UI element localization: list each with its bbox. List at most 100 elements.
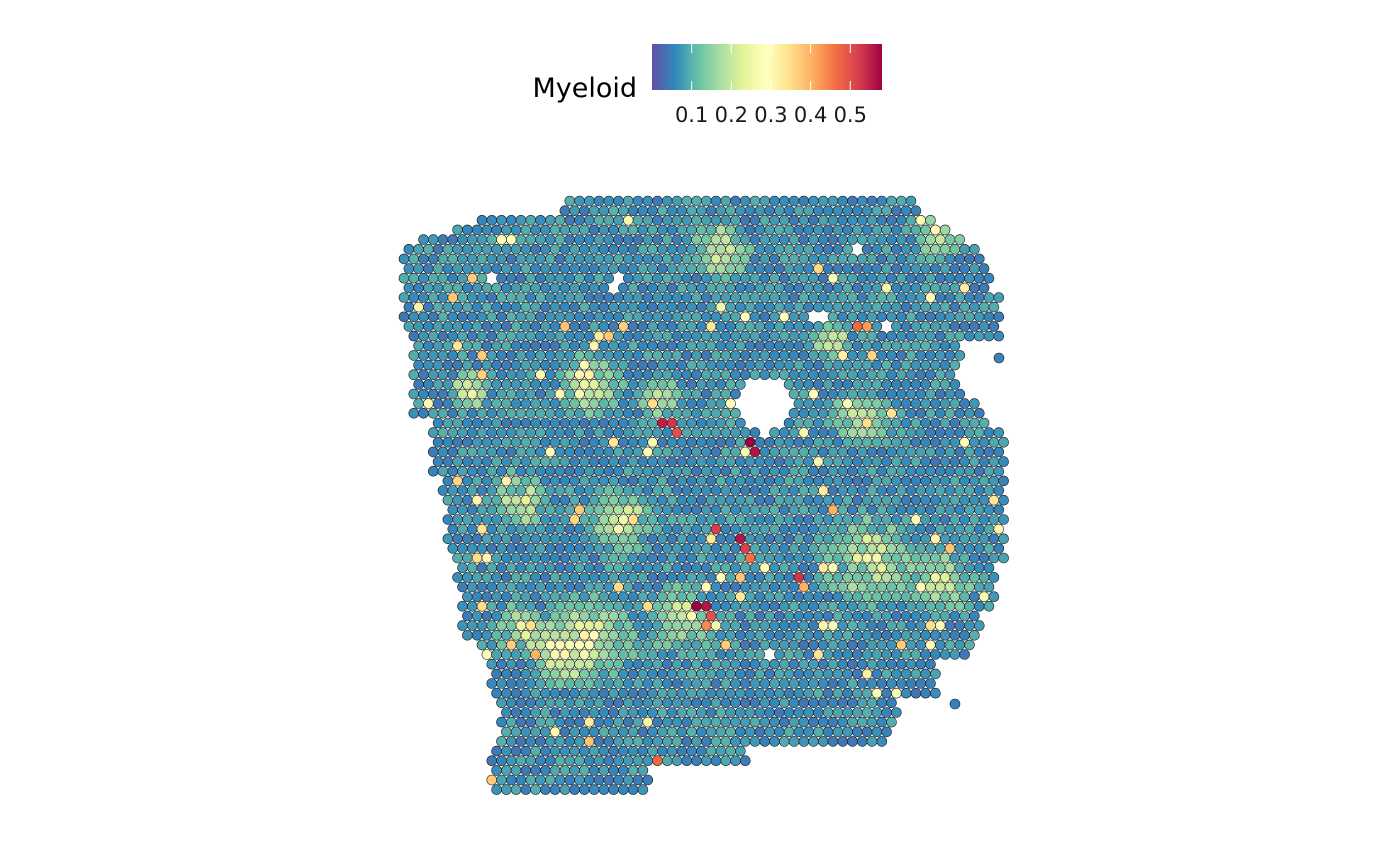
spot <box>769 465 780 477</box>
spot <box>559 514 571 525</box>
spot <box>876 234 888 245</box>
spot <box>774 244 785 255</box>
spot <box>988 436 1000 448</box>
spot <box>856 485 868 496</box>
spot <box>637 205 649 216</box>
spot <box>705 745 717 757</box>
spot <box>842 649 853 660</box>
spot <box>744 533 756 545</box>
spot <box>905 543 917 554</box>
spot <box>569 591 580 603</box>
spot <box>715 282 727 294</box>
spot <box>525 755 537 767</box>
spot <box>476 311 488 323</box>
spot <box>920 398 931 409</box>
spot <box>774 340 785 352</box>
spot <box>837 523 849 535</box>
spot <box>735 321 746 332</box>
spot <box>481 456 493 467</box>
spot <box>735 456 746 467</box>
spot <box>486 485 498 496</box>
spot <box>710 504 722 516</box>
spot <box>691 311 702 323</box>
spot <box>452 514 463 525</box>
spot <box>798 272 810 284</box>
spot <box>817 523 829 535</box>
spot <box>861 263 873 274</box>
spot <box>442 244 454 255</box>
spot <box>934 311 946 323</box>
spot <box>525 446 537 458</box>
spot <box>520 456 532 467</box>
spot <box>915 253 927 265</box>
spot <box>476 446 488 458</box>
spot <box>861 552 873 564</box>
spot <box>540 610 551 622</box>
spot <box>930 591 941 603</box>
spot <box>944 620 956 631</box>
spot <box>579 707 590 718</box>
spot <box>510 417 522 429</box>
spot <box>564 523 576 535</box>
spot <box>583 774 595 786</box>
spot <box>442 475 454 487</box>
spot <box>530 668 541 680</box>
spot <box>657 687 668 699</box>
spot <box>959 456 970 467</box>
spot <box>715 629 727 641</box>
spot <box>569 533 580 545</box>
spot <box>535 407 546 419</box>
spot <box>666 263 678 274</box>
spot <box>969 610 980 622</box>
spot <box>881 205 892 216</box>
spot <box>681 504 693 516</box>
spot <box>866 485 878 496</box>
colorbar-legend: Myeloid 0.1 0.2 0.3 0.4 0.5 <box>532 44 882 127</box>
spot <box>647 224 658 236</box>
spot <box>876 446 888 458</box>
spot <box>583 658 595 670</box>
spot <box>837 678 849 689</box>
spot <box>730 292 741 303</box>
spot <box>852 456 863 467</box>
spot <box>822 475 834 487</box>
spot <box>769 716 780 728</box>
spot <box>652 562 663 574</box>
spot <box>700 465 712 477</box>
spot <box>847 388 858 400</box>
spot <box>744 629 756 641</box>
spot <box>813 591 824 603</box>
spot <box>954 504 966 516</box>
spot <box>954 311 966 323</box>
spot <box>715 726 727 738</box>
spot <box>881 244 892 255</box>
spot <box>608 224 619 236</box>
spot <box>691 504 702 516</box>
spot <box>700 369 712 381</box>
spot <box>462 282 473 294</box>
spot <box>554 581 566 593</box>
spot <box>817 369 829 381</box>
spot <box>827 697 839 709</box>
spot <box>769 620 780 631</box>
spot <box>510 456 522 467</box>
spot <box>720 369 732 381</box>
spot <box>730 350 741 361</box>
spot <box>886 543 897 554</box>
spot <box>900 610 912 622</box>
spot <box>749 697 761 709</box>
spot <box>842 552 853 564</box>
spot <box>637 494 649 506</box>
spot <box>954 465 966 477</box>
spot <box>856 736 868 747</box>
spot <box>598 687 610 699</box>
spot <box>749 620 761 631</box>
spot <box>749 427 761 438</box>
spot <box>583 581 595 593</box>
spot <box>491 456 502 467</box>
spot <box>749 658 761 670</box>
spot <box>618 765 629 776</box>
spot <box>637 456 649 467</box>
spot <box>720 446 732 458</box>
spot <box>637 417 649 429</box>
